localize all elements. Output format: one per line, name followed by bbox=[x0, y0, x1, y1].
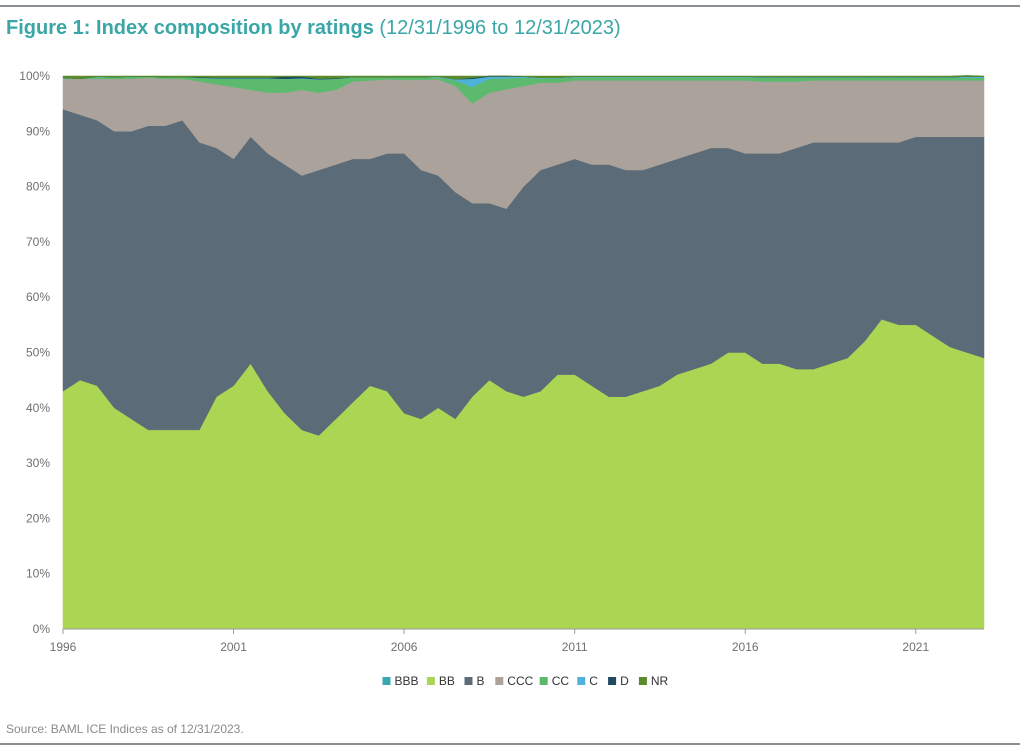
top-rule bbox=[0, 5, 1020, 7]
x-tick-label: 2006 bbox=[391, 640, 418, 654]
legend-label-b: B bbox=[477, 674, 485, 688]
legend-label-ccc: CCC bbox=[507, 674, 533, 688]
y-tick-label: 20% bbox=[26, 511, 50, 525]
legend-item-nr: NR bbox=[638, 674, 669, 688]
legend-swatch-d bbox=[608, 677, 617, 685]
area-series-nr bbox=[62, 75, 985, 80]
legend-swatch-nr bbox=[638, 677, 647, 685]
chart-title-main: Figure 1: Index composition by ratings bbox=[6, 17, 374, 39]
y-tick-label: 0% bbox=[33, 622, 51, 636]
legend-item-bb: BB bbox=[426, 674, 455, 688]
y-tick-label: 50% bbox=[26, 346, 50, 360]
legend-swatch-bb bbox=[426, 677, 435, 685]
chart-legend: BBB BB B CCC CC C D NR bbox=[382, 674, 669, 688]
chart-title-range: (12/31/1996 to 12/31/2023) bbox=[379, 17, 621, 39]
legend-label-cc: CC bbox=[552, 674, 570, 688]
legend-label-nr: NR bbox=[651, 674, 669, 688]
chart-axes: 0% 10% 20% 30% 40% 50% 60% 70% 80% 90% 100% 1996 200… bbox=[19, 69, 984, 654]
legend-label-bb: BB bbox=[439, 674, 455, 688]
legend-label-bbb: BBB bbox=[395, 674, 419, 688]
y-tick-label: 60% bbox=[26, 290, 50, 304]
y-tick-label: 10% bbox=[26, 567, 50, 581]
legend-item-ccc: CCC bbox=[495, 674, 534, 688]
legend-swatch-cc bbox=[539, 677, 548, 685]
legend-label-c: C bbox=[589, 674, 598, 688]
legend-item-c: C bbox=[577, 674, 598, 688]
legend-item-b: B bbox=[464, 674, 485, 688]
source-note: Source: BAML ICE Indices as of 12/31/202… bbox=[6, 722, 244, 736]
y-tick-label: 40% bbox=[26, 401, 50, 415]
x-tick-label: 2016 bbox=[732, 640, 759, 654]
bottom-rule bbox=[0, 743, 1020, 745]
y-tick-label: 80% bbox=[26, 180, 50, 194]
legend-swatch-c bbox=[577, 677, 586, 685]
y-tick-label: 100% bbox=[19, 69, 50, 83]
x-tick-label: 2011 bbox=[562, 640, 588, 654]
legend-item-bbb: BBB bbox=[382, 674, 419, 688]
x-tick-label: 1996 bbox=[50, 640, 77, 654]
legend-swatch-bbb bbox=[382, 677, 391, 685]
y-tick-label: 90% bbox=[26, 124, 50, 138]
chart-areas bbox=[62, 75, 985, 630]
legend-item-cc: CC bbox=[539, 674, 570, 688]
x-tick-label: 2001 bbox=[220, 640, 247, 654]
legend-label-d: D bbox=[620, 674, 629, 688]
legend-item-d: D bbox=[608, 674, 629, 688]
chart-title: Figure 1: Index composition by ratings (… bbox=[6, 17, 621, 40]
x-tick-label: 2021 bbox=[902, 640, 929, 654]
y-tick-label: 30% bbox=[26, 456, 50, 470]
legend-swatch-ccc bbox=[495, 677, 504, 685]
y-tick-label: 70% bbox=[26, 235, 50, 249]
legend-swatch-b bbox=[464, 677, 473, 685]
